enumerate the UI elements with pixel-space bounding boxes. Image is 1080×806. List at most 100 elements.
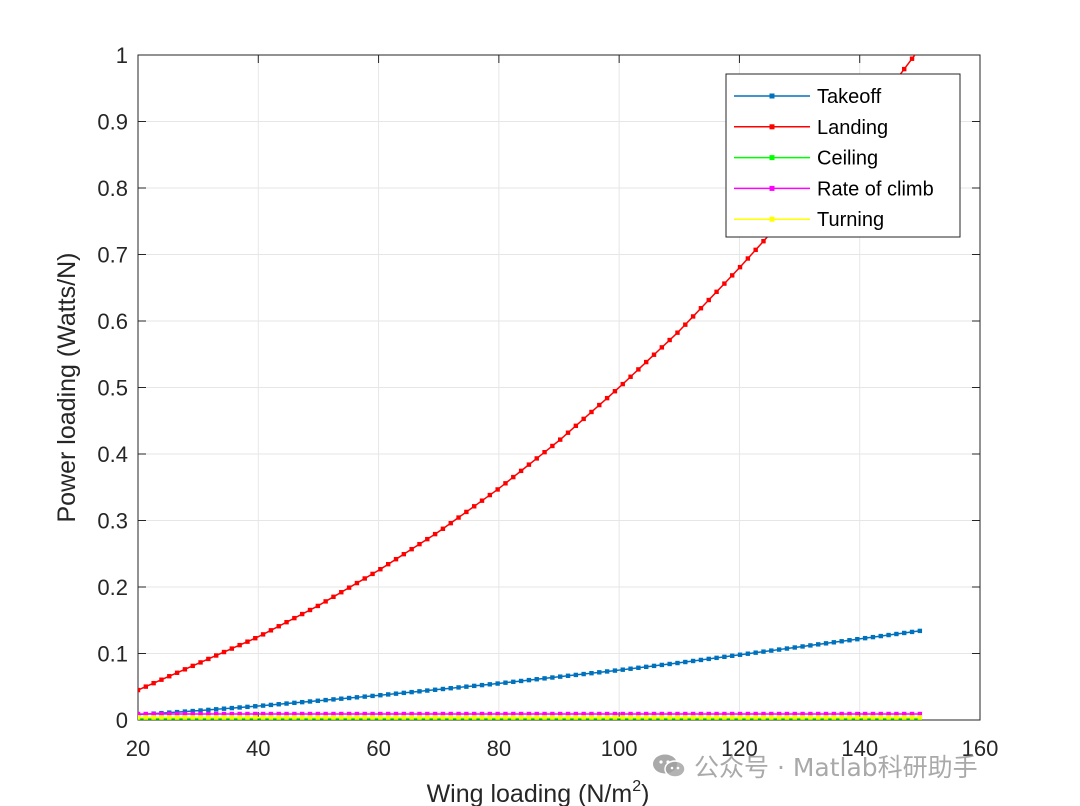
- data-point: [855, 715, 860, 720]
- data-point: [847, 715, 852, 720]
- data-point: [737, 715, 743, 720]
- data-point: [604, 711, 610, 717]
- data-point: [182, 711, 188, 717]
- data-point: [651, 715, 657, 720]
- data-point: [620, 667, 625, 672]
- data-point: [792, 711, 797, 717]
- x-axis-label-sup: 2: [632, 778, 641, 795]
- data-point: [690, 715, 696, 720]
- data-point: [518, 715, 524, 720]
- y-tick-label: 0.9: [97, 110, 128, 135]
- data-point: [339, 590, 344, 595]
- data-point: [299, 699, 305, 705]
- data-point: [167, 715, 172, 720]
- data-point: [385, 711, 391, 717]
- data-point: [354, 711, 360, 717]
- data-point: [839, 711, 844, 717]
- data-point: [487, 492, 493, 498]
- data-point: [761, 239, 766, 244]
- data-point: [534, 677, 539, 682]
- y-tick-label: 0.2: [97, 575, 128, 600]
- data-point: [393, 715, 399, 720]
- data-point: [518, 678, 524, 684]
- data-point: [432, 715, 438, 720]
- data-point: [479, 498, 485, 503]
- data-point: [237, 642, 242, 648]
- data-point: [628, 666, 633, 671]
- data-point: [159, 711, 164, 717]
- data-point: [362, 711, 367, 717]
- data-point: [292, 615, 297, 621]
- data-point: [378, 567, 383, 572]
- data-point: [354, 715, 360, 720]
- data-point: [378, 715, 383, 720]
- data-point: [206, 656, 211, 662]
- data-point: [573, 711, 579, 717]
- legend-label: Ceiling: [817, 148, 878, 170]
- data-point: [831, 715, 837, 720]
- data-point: [346, 695, 352, 701]
- data-point: [221, 649, 227, 655]
- data-point: [690, 658, 696, 664]
- legend-item: Rate of climb: [734, 178, 934, 200]
- data-point: [604, 395, 610, 401]
- data-point: [558, 715, 563, 720]
- legend-label: Rate of climb: [817, 178, 934, 200]
- data-point: [565, 673, 571, 678]
- data-point: [644, 359, 649, 365]
- data-point: [253, 636, 258, 641]
- data-point: [534, 711, 539, 717]
- data-point: [526, 711, 532, 717]
- data-point: [894, 715, 899, 720]
- data-point: [198, 711, 203, 717]
- y-tick-label: 0.7: [97, 243, 128, 268]
- data-point: [651, 711, 657, 717]
- data-point: [331, 715, 336, 720]
- data-point: [378, 711, 383, 717]
- data-point: [581, 715, 586, 720]
- data-point: [159, 677, 164, 682]
- data-point: [612, 711, 618, 717]
- data-point: [182, 667, 188, 672]
- data-point: [229, 646, 235, 651]
- y-tick-label: 0.3: [97, 509, 128, 534]
- data-point: [221, 706, 227, 711]
- series-line: [138, 630, 920, 716]
- data-point: [292, 700, 297, 706]
- y-tick-label: 0: [116, 708, 128, 733]
- data-point: [675, 715, 680, 720]
- data-point: [182, 715, 188, 720]
- data-point: [550, 715, 555, 720]
- data-point: [902, 66, 907, 72]
- watermark: 公众号 · Matlab科研助手: [652, 748, 978, 784]
- data-point: [886, 632, 891, 638]
- data-point: [456, 685, 461, 690]
- data-point: [229, 705, 235, 711]
- data-point: [253, 704, 258, 709]
- data-point: [182, 709, 188, 714]
- data-point: [620, 715, 625, 720]
- legend-marker: [769, 185, 775, 191]
- data-point: [323, 697, 328, 703]
- data-point: [597, 402, 602, 408]
- data-point: [385, 715, 391, 720]
- data-point: [511, 474, 516, 480]
- data-point: [425, 711, 430, 717]
- data-point: [190, 711, 195, 717]
- data-point: [558, 437, 563, 442]
- data-point: [878, 715, 883, 720]
- data-point: [714, 655, 719, 661]
- data-point: [816, 711, 821, 717]
- data-point: [503, 711, 508, 717]
- data-point: [471, 715, 477, 720]
- data-point: [213, 715, 219, 720]
- y-tick-label: 0.8: [97, 176, 128, 201]
- data-point: [331, 711, 336, 717]
- data-point: [745, 715, 751, 720]
- legend: Takeoff Landing Ceiling Rate of climb Turnin…: [725, 73, 961, 238]
- data-point: [511, 711, 516, 717]
- data-point: [237, 705, 242, 710]
- data-point: [894, 631, 899, 637]
- data-point: [706, 656, 711, 662]
- data-point: [690, 314, 696, 319]
